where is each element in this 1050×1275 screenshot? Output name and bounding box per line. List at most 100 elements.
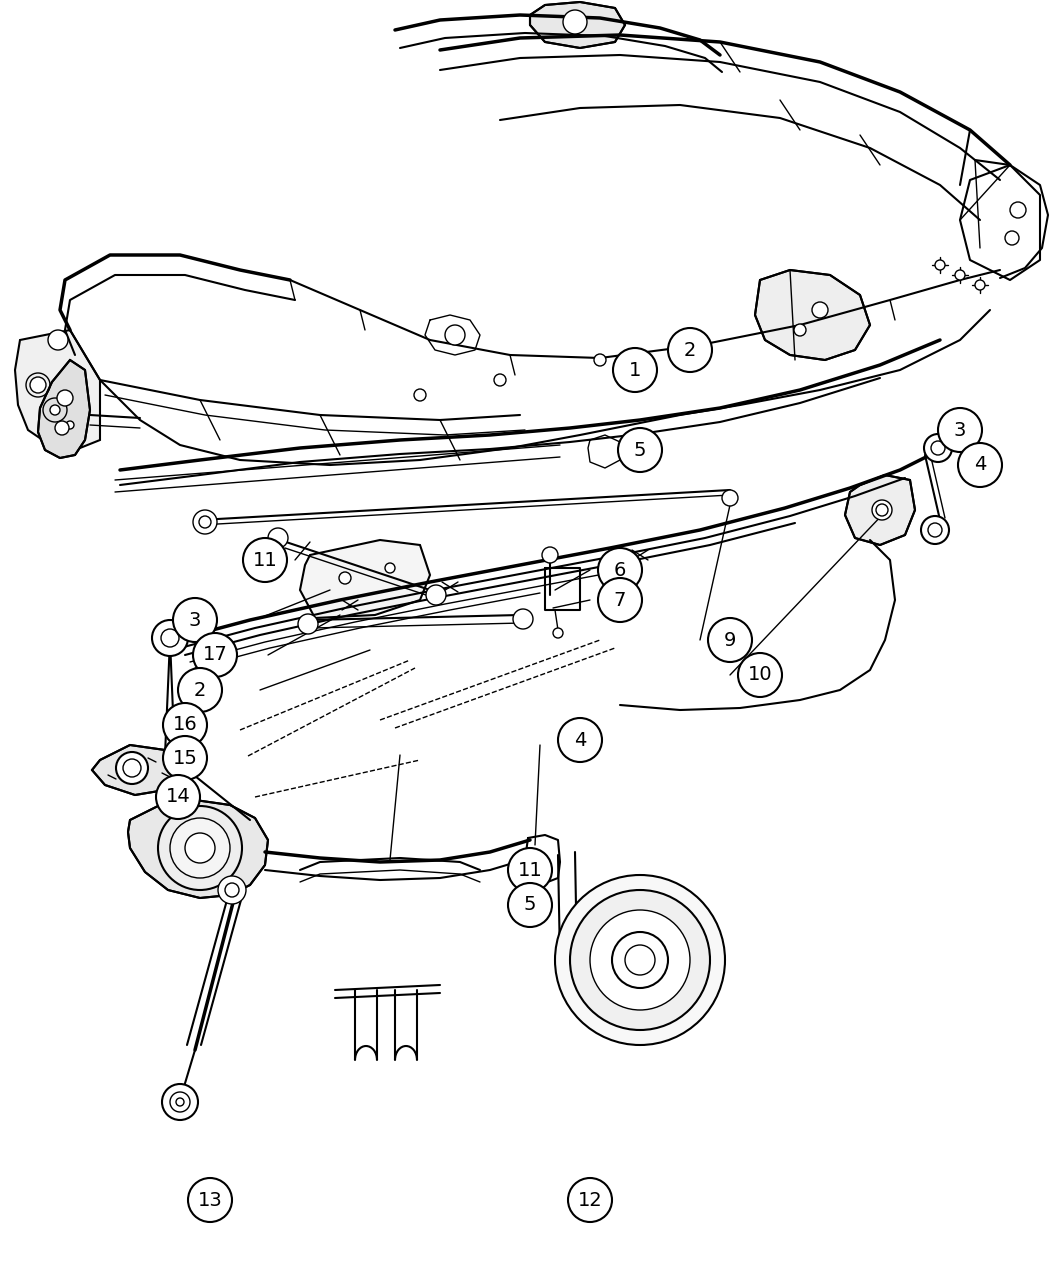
Circle shape: [542, 547, 558, 564]
Circle shape: [668, 328, 712, 372]
Circle shape: [188, 1178, 232, 1221]
Circle shape: [618, 428, 662, 472]
Circle shape: [598, 578, 642, 622]
Text: 2: 2: [194, 681, 206, 700]
Circle shape: [426, 585, 446, 606]
Circle shape: [613, 348, 657, 391]
Circle shape: [722, 490, 738, 506]
Circle shape: [445, 325, 465, 346]
Text: 1: 1: [629, 361, 642, 380]
Circle shape: [508, 848, 552, 892]
Circle shape: [598, 548, 642, 592]
Circle shape: [563, 10, 587, 34]
Circle shape: [975, 280, 985, 289]
Circle shape: [170, 819, 230, 878]
Circle shape: [158, 806, 242, 890]
Circle shape: [176, 1098, 184, 1105]
Circle shape: [958, 442, 1002, 487]
Circle shape: [694, 339, 706, 351]
Circle shape: [243, 538, 287, 581]
Circle shape: [123, 759, 141, 776]
Circle shape: [876, 504, 888, 516]
Circle shape: [163, 703, 207, 747]
Text: 5: 5: [634, 440, 646, 459]
Circle shape: [558, 718, 602, 762]
Circle shape: [50, 405, 60, 414]
Text: 4: 4: [973, 455, 986, 474]
Text: 11: 11: [253, 551, 277, 570]
Text: 14: 14: [166, 788, 190, 807]
Text: 15: 15: [172, 748, 197, 768]
Polygon shape: [530, 3, 625, 48]
Circle shape: [928, 523, 942, 537]
Text: 6: 6: [614, 561, 626, 580]
Circle shape: [513, 609, 533, 629]
Circle shape: [938, 408, 982, 453]
Text: 7: 7: [614, 590, 626, 609]
Circle shape: [193, 632, 237, 677]
Circle shape: [156, 775, 200, 819]
Circle shape: [956, 270, 965, 280]
Circle shape: [116, 752, 148, 784]
Text: 3: 3: [189, 611, 202, 630]
Text: 16: 16: [172, 715, 197, 734]
Circle shape: [414, 389, 426, 402]
Circle shape: [738, 653, 782, 697]
Circle shape: [178, 668, 222, 711]
Circle shape: [931, 441, 945, 455]
Circle shape: [612, 932, 668, 988]
Polygon shape: [15, 330, 100, 448]
Circle shape: [66, 421, 74, 428]
Polygon shape: [38, 360, 90, 458]
Circle shape: [57, 390, 74, 405]
Circle shape: [225, 884, 239, 898]
Text: 13: 13: [197, 1191, 223, 1210]
Circle shape: [553, 629, 563, 638]
Polygon shape: [92, 745, 175, 796]
Polygon shape: [845, 476, 915, 544]
Circle shape: [508, 884, 552, 927]
Polygon shape: [300, 541, 430, 618]
Circle shape: [625, 945, 655, 975]
Circle shape: [163, 736, 207, 780]
Polygon shape: [128, 799, 268, 898]
Circle shape: [594, 354, 606, 366]
Circle shape: [48, 330, 68, 351]
Circle shape: [494, 374, 506, 386]
Circle shape: [152, 620, 188, 657]
Circle shape: [268, 528, 288, 548]
Circle shape: [30, 377, 46, 393]
Text: 17: 17: [203, 645, 228, 664]
Text: 9: 9: [723, 631, 736, 649]
Circle shape: [162, 1084, 198, 1119]
Circle shape: [170, 1091, 190, 1112]
Circle shape: [200, 516, 211, 528]
Circle shape: [872, 500, 892, 520]
Circle shape: [924, 434, 952, 462]
Circle shape: [794, 324, 806, 337]
Circle shape: [708, 618, 752, 662]
Circle shape: [385, 564, 395, 572]
Circle shape: [298, 615, 318, 634]
Text: 11: 11: [518, 861, 543, 880]
Circle shape: [161, 629, 179, 646]
Circle shape: [173, 598, 217, 643]
Circle shape: [568, 1178, 612, 1221]
Text: 12: 12: [578, 1191, 603, 1210]
Circle shape: [193, 510, 217, 534]
Text: 4: 4: [573, 731, 586, 750]
Circle shape: [55, 421, 69, 435]
Circle shape: [1010, 201, 1026, 218]
Circle shape: [218, 876, 246, 904]
Circle shape: [1005, 231, 1018, 245]
Text: 10: 10: [748, 666, 773, 685]
Circle shape: [921, 516, 949, 544]
Circle shape: [812, 302, 828, 317]
Circle shape: [339, 572, 351, 584]
Text: 2: 2: [684, 340, 696, 360]
Polygon shape: [755, 270, 870, 360]
Circle shape: [555, 875, 724, 1046]
Circle shape: [570, 890, 710, 1030]
Circle shape: [590, 910, 690, 1010]
Circle shape: [185, 833, 215, 863]
